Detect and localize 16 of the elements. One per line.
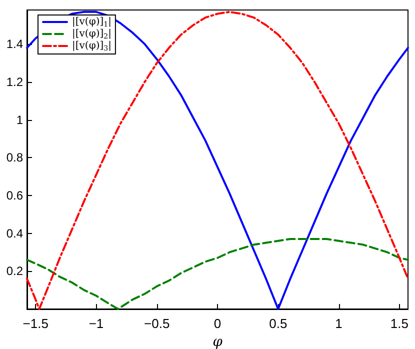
x-tick-label: −1	[88, 316, 104, 331]
x-tick-label: 0.5	[269, 316, 288, 331]
y-tick-label: 1.2	[6, 74, 24, 89]
x-tick-label: 1	[335, 316, 342, 331]
x-axis-title: φ	[212, 334, 223, 349]
y-tick-label: 0.8	[6, 150, 24, 165]
x-tick-label: 1.5	[390, 316, 408, 331]
y-tick-label: 0.6	[6, 188, 24, 202]
x-tick-label: −0.5	[144, 316, 170, 331]
y-tick-label: 0.2	[6, 264, 24, 278]
y-tick-label: 1.4	[6, 37, 24, 52]
y-tick-label: 0.4	[6, 226, 24, 240]
x-tick-label: 0	[214, 316, 222, 331]
y-tick-label: 1	[16, 112, 24, 127]
line-series	[26, 10, 409, 310]
x-tick-label: −1.5	[22, 316, 48, 331]
